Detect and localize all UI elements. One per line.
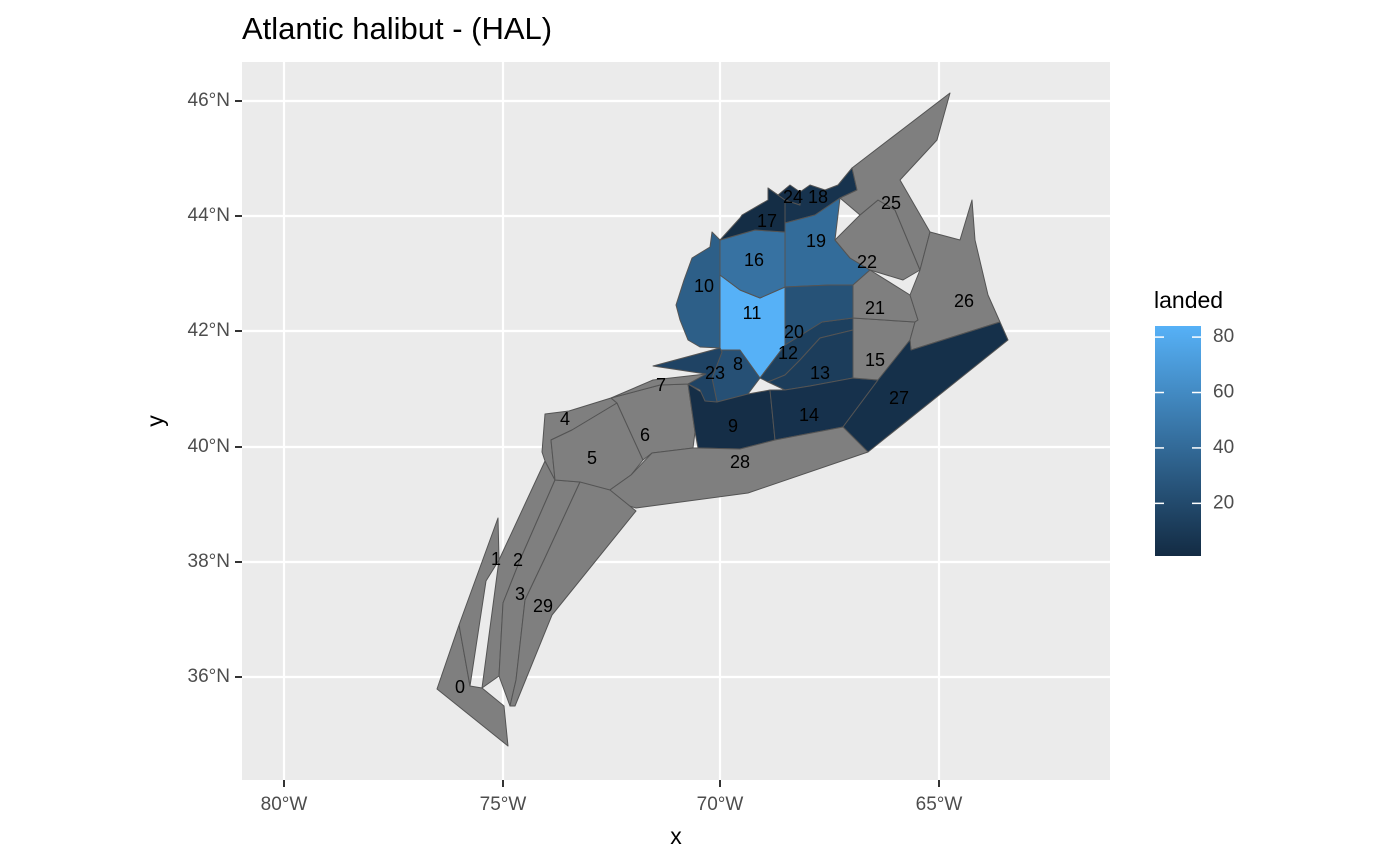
legend-tick-label-3: 80 <box>1213 326 1234 347</box>
y-axis: 36°N 38°N 40°N 42°N 44°N 46°N <box>188 90 242 687</box>
y-tick-label-5: 46°N <box>188 90 230 111</box>
area-23 <box>652 347 723 403</box>
area-label-24: 24 <box>783 187 803 207</box>
x-tick-label-2: 70°W <box>697 794 744 815</box>
area-label-7: 7 <box>656 375 666 395</box>
area-label-5: 5 <box>587 448 597 468</box>
area-label-18: 18 <box>808 187 828 207</box>
y-tick-label-3: 42°N <box>188 320 230 341</box>
area-label-11: 11 <box>743 303 762 323</box>
area-label-2: 2 <box>513 550 523 570</box>
area-label-8: 8 <box>733 354 743 374</box>
statistical-areas <box>436 92 1009 747</box>
area-label-13: 13 <box>810 363 830 383</box>
legend: landed 20 40 60 80 <box>1154 287 1234 556</box>
chart-title: Atlantic halibut - (HAL) <box>242 11 552 46</box>
area-label-28: 28 <box>730 452 750 472</box>
area-label-15: 15 <box>865 350 885 370</box>
x-tick-label-3: 65°W <box>916 794 963 815</box>
area-label-3: 3 <box>515 584 525 604</box>
legend-tick-label-0: 20 <box>1213 492 1234 513</box>
area-label-21: 21 <box>865 298 885 318</box>
area-label-23: 23 <box>705 363 725 383</box>
y-tick-label-0: 36°N <box>188 666 230 687</box>
y-tick-label-1: 38°N <box>188 551 230 572</box>
x-axis: 80°W 75°W 70°W 65°W <box>261 780 963 815</box>
area-labels: 01 23456789101112131415161718192021222324… <box>455 187 974 697</box>
x-axis-title: x <box>670 823 682 849</box>
area-label-16: 16 <box>744 250 764 270</box>
area-label-20: 20 <box>784 322 804 342</box>
area-10 <box>675 231 721 349</box>
y-tick-label-2: 40°N <box>188 436 230 457</box>
area-label-1: 1 <box>491 549 501 569</box>
y-axis-title: y <box>142 415 168 427</box>
area-label-0: 0 <box>455 677 465 697</box>
area-label-25: 25 <box>881 193 901 213</box>
area-label-14: 14 <box>799 405 819 425</box>
area-label-26: 26 <box>954 291 974 311</box>
legend-ticks: 20 40 60 80 <box>1155 326 1234 513</box>
area-1 <box>458 517 500 687</box>
area-label-27: 27 <box>889 388 909 408</box>
legend-tick-label-2: 60 <box>1213 382 1234 403</box>
area-label-22: 22 <box>857 252 877 272</box>
area-29 <box>509 481 637 707</box>
area-label-17: 17 <box>757 211 777 231</box>
area-label-29: 29 <box>533 596 553 616</box>
x-tick-label-1: 75°W <box>480 794 527 815</box>
area-label-9: 9 <box>728 416 738 436</box>
area-label-6: 6 <box>640 425 650 445</box>
area-label-19: 19 <box>806 231 826 251</box>
area-label-10: 10 <box>694 276 714 296</box>
x-tick-label-0: 80°W <box>261 794 308 815</box>
area-24 <box>767 184 801 206</box>
y-tick-label-4: 44°N <box>188 205 230 226</box>
legend-colorbar <box>1155 326 1201 556</box>
legend-title: landed <box>1154 287 1223 313</box>
area-label-12: 12 <box>778 343 798 363</box>
area-label-4: 4 <box>560 409 570 429</box>
area-25 <box>839 92 951 271</box>
legend-tick-label-1: 40 <box>1213 437 1234 458</box>
